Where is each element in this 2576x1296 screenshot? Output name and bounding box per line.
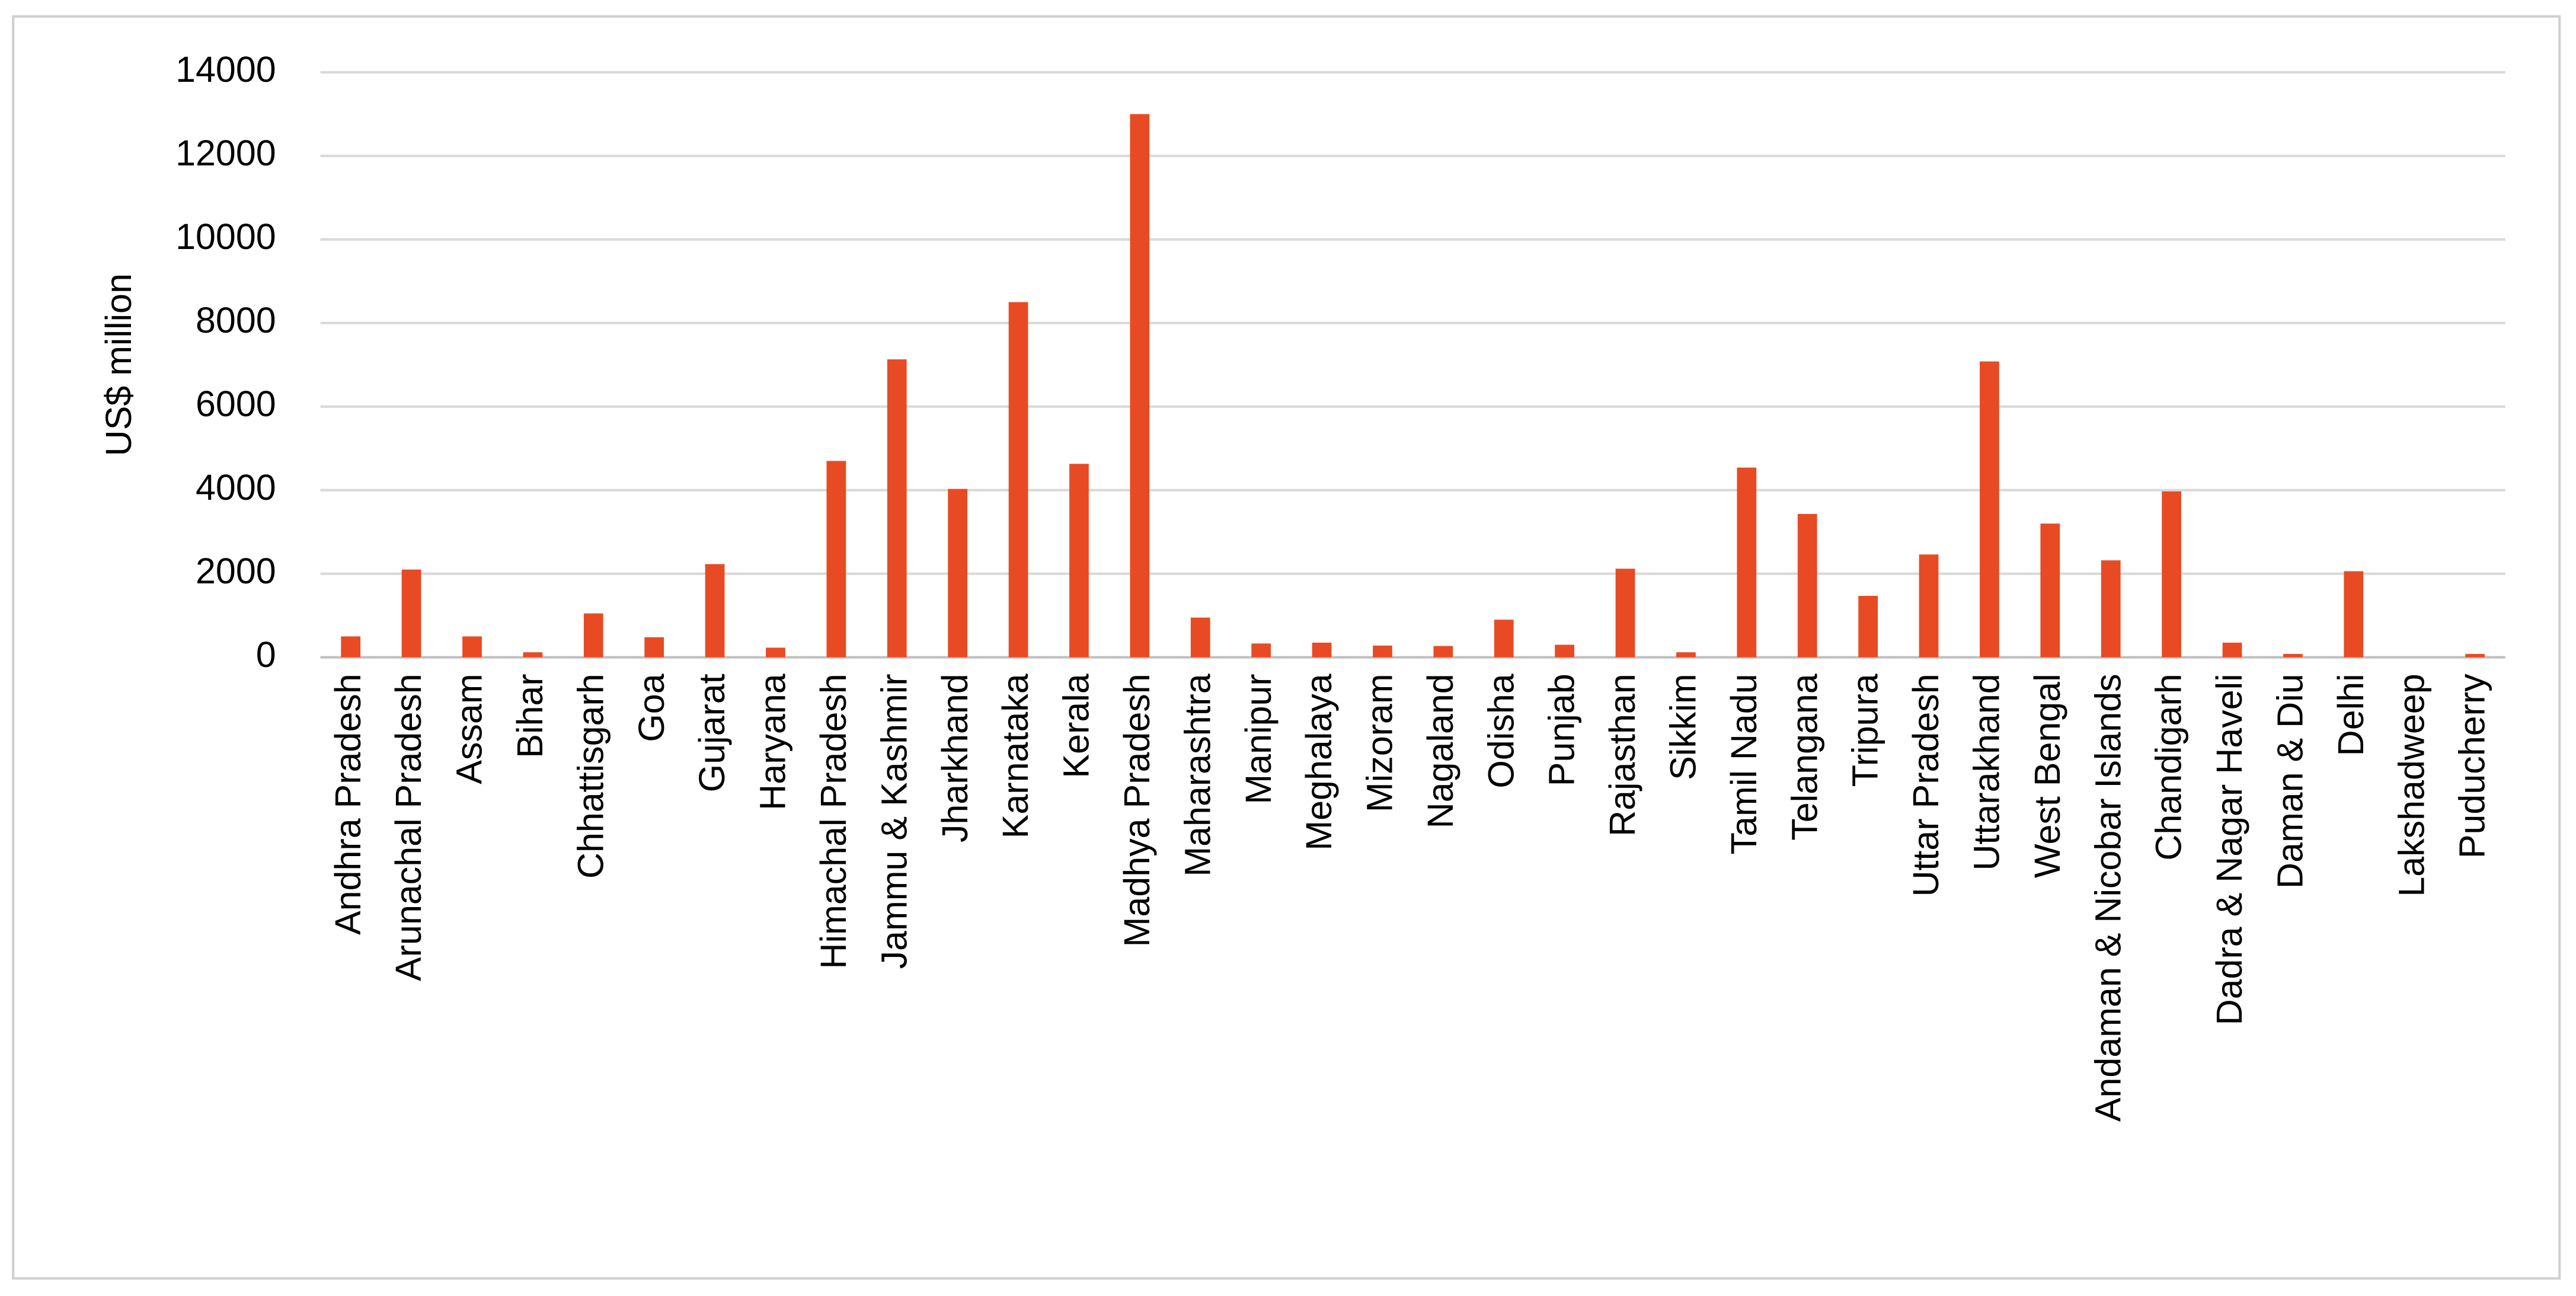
bar <box>2283 654 2303 657</box>
bar <box>1615 569 1635 657</box>
x-tick-label: Tamil Nadu <box>1724 673 1764 854</box>
bar <box>1980 361 1999 657</box>
x-tick-label: Jammu & Kashmir <box>874 673 914 969</box>
x-tick-label: Chhattisgarh <box>570 673 611 879</box>
x-tick-label: Arunachal Pradesh <box>388 673 429 981</box>
x-tick-label: Sikkim <box>1663 673 1704 780</box>
bar <box>1251 643 1271 657</box>
x-tick-label: Kerala <box>1056 673 1097 778</box>
bar <box>1737 467 1757 657</box>
bar <box>1858 596 1878 657</box>
y-tick-label: 8000 <box>196 300 276 340</box>
bar <box>1919 554 1939 657</box>
bar <box>1433 646 1453 657</box>
bar <box>1797 513 1817 657</box>
bar <box>2101 560 2121 657</box>
x-tick-label: Dadra & Nagar Haveli <box>2209 673 2249 1025</box>
bar <box>583 613 603 657</box>
x-tick-label: Lakshadweep <box>2391 673 2431 896</box>
bar <box>401 569 421 657</box>
y-tick-label: 6000 <box>196 384 276 424</box>
x-tick-label: Chandigarh <box>2149 673 2189 860</box>
x-tick-label: Gujarat <box>692 673 732 792</box>
y-tick-label: 12000 <box>175 133 276 173</box>
x-tick-label: Puducherry <box>2452 673 2492 858</box>
x-tick-label: Punjab <box>1542 673 1582 786</box>
bar <box>1008 302 1028 657</box>
x-tick-label: Jharkhand <box>935 673 975 842</box>
bar <box>1069 464 1089 657</box>
x-tick-label: Karnataka <box>995 673 1035 838</box>
y-tick-label: 10000 <box>175 216 276 257</box>
x-tick-label: Andhra Pradesh <box>328 673 368 935</box>
bar <box>948 489 968 657</box>
bar <box>1373 645 1392 657</box>
bar <box>2040 523 2060 657</box>
bar <box>705 564 725 657</box>
bar <box>644 637 664 657</box>
x-tick-label: Mizoram <box>1360 673 1400 812</box>
bar <box>2162 491 2181 657</box>
bar <box>1190 617 1210 657</box>
x-tick-label: Haryana <box>753 673 793 810</box>
x-tick-label: Himachal Pradesh <box>813 673 854 969</box>
y-tick-label: 14000 <box>175 49 276 90</box>
bar <box>462 636 482 657</box>
x-tick-label: Meghalaya <box>1299 673 1339 850</box>
x-tick-label: Bihar <box>510 673 550 758</box>
x-tick-label: Goa <box>631 673 672 742</box>
bar <box>2222 642 2242 657</box>
bar <box>2344 571 2364 657</box>
bar <box>1494 620 1514 657</box>
x-tick-label: Manipur <box>1238 673 1279 804</box>
bar <box>1312 642 1332 657</box>
x-tick-label: Nagaland <box>1420 673 1460 828</box>
bar <box>766 647 785 657</box>
y-tick-label: 2000 <box>196 551 276 591</box>
x-tick-label: West Bengal <box>2027 673 2067 878</box>
x-tick-label: Uttarakhand <box>1967 673 2007 870</box>
x-tick-label: Maharashtra <box>1177 673 1217 876</box>
x-tick-label: Telangana <box>1784 673 1824 840</box>
bar <box>887 359 907 657</box>
x-tick-label: Uttar Pradesh <box>1906 673 1946 896</box>
x-tick-label: Daman & Diu <box>2270 673 2310 889</box>
x-tick-label: Rajasthan <box>1602 673 1642 837</box>
y-tick-label: 0 <box>256 634 276 675</box>
bar <box>1676 652 1696 657</box>
bar <box>341 636 361 657</box>
x-tick-label: Tripura <box>1845 673 1885 787</box>
chart-border <box>12 15 2561 1280</box>
x-tick-label: Assam <box>449 673 490 784</box>
bar <box>1555 644 1575 657</box>
x-tick-label: Odisha <box>1481 673 1521 788</box>
bar <box>2465 654 2485 657</box>
y-axis-title: US$ million <box>98 273 139 456</box>
x-tick-label: Madhya Pradesh <box>1117 673 1157 947</box>
x-tick-label: Delhi <box>2331 673 2371 756</box>
bar <box>1130 114 1150 657</box>
bar <box>523 652 543 657</box>
y-tick-label: 4000 <box>196 467 276 507</box>
bar <box>826 461 846 657</box>
x-tick-label: Andaman & Nicobar Islands <box>2088 673 2128 1122</box>
